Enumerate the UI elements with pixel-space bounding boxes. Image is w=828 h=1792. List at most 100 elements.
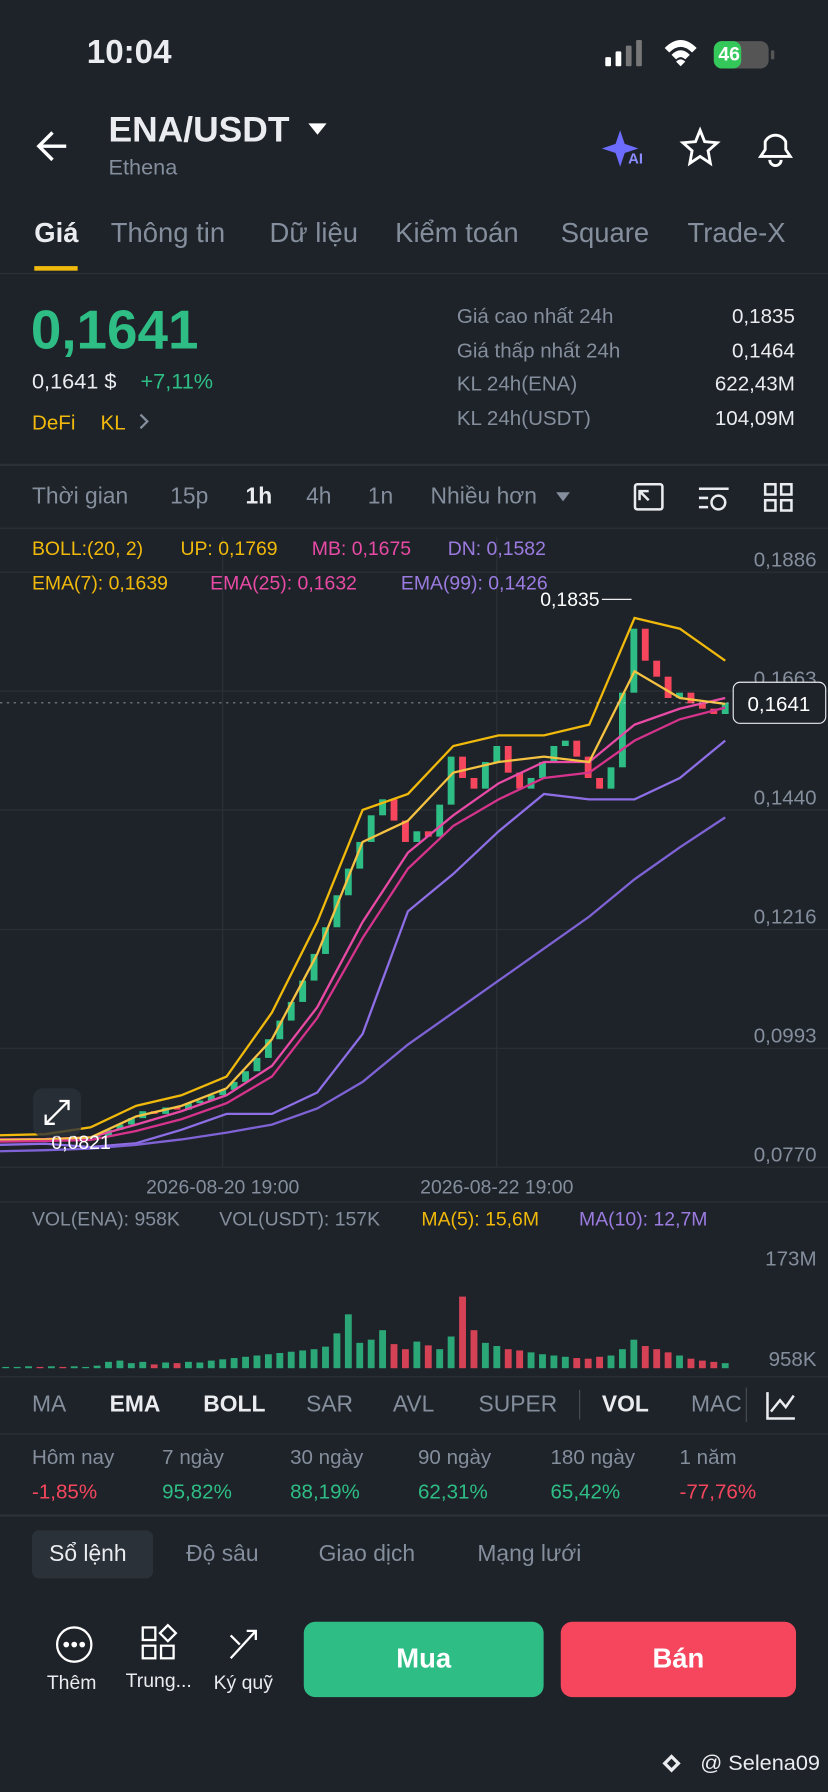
volume-bar — [470, 1330, 478, 1369]
interval[interactable]: 4h — [306, 484, 332, 510]
volume-bar — [344, 1314, 352, 1369]
sell-button[interactable]: Bán — [560, 1621, 797, 1698]
layout-icon[interactable] — [763, 482, 793, 512]
action-icons[interactable] — [55, 1623, 257, 1663]
interval-label: Thời gian — [31, 484, 129, 510]
period-change: 62,31% — [417, 1480, 488, 1503]
indicator-tab[interactable]: EMA — [109, 1392, 161, 1418]
star-icon[interactable] — [679, 126, 721, 167]
interval[interactable]: 1n — [367, 484, 394, 510]
volume-bar — [150, 1364, 158, 1369]
tab[interactable]: Giá — [34, 218, 79, 249]
candle — [367, 815, 375, 842]
tab[interactable]: Square — [560, 218, 650, 249]
candle — [173, 1107, 181, 1110]
interval[interactable]: Nhiều hơn — [430, 484, 537, 510]
chart-tool-icon[interactable] — [633, 482, 664, 511]
candle — [413, 831, 421, 842]
candle — [641, 628, 649, 661]
x-tick-label: 2026-08-22 19:00 — [420, 1176, 573, 1198]
back-icon[interactable] — [36, 131, 67, 162]
battery-level: 46 — [718, 43, 740, 66]
interval[interactable]: 15p — [170, 484, 209, 510]
separator — [745, 1387, 747, 1422]
volume-bar — [162, 1362, 170, 1369]
ema-legend: EMA(7): 0,1639 — [31, 572, 168, 594]
interval[interactable]: 1h — [245, 484, 273, 510]
volume-bar — [127, 1363, 135, 1369]
volume-bar — [561, 1356, 569, 1369]
candle — [230, 1081, 238, 1090]
divider — [0, 1376, 828, 1378]
candle — [584, 756, 592, 778]
candle — [698, 703, 706, 709]
bottom-tab[interactable]: Độ sâu — [186, 1541, 259, 1567]
volume-bar — [516, 1350, 524, 1369]
indicator-tab[interactable]: BOLL — [203, 1392, 266, 1418]
indicator-tab[interactable]: AVL — [392, 1392, 435, 1418]
bell-icon[interactable] — [757, 133, 793, 168]
volume-bar — [481, 1342, 489, 1369]
candle — [504, 745, 512, 773]
pair-dropdown-icon[interactable] — [308, 123, 327, 135]
candle — [93, 1136, 101, 1138]
buy-button[interactable]: Mua — [303, 1621, 544, 1698]
tab[interactable]: Kiểm toán — [395, 218, 519, 249]
boll-legend: UP: 0,1769 — [180, 537, 278, 560]
candle — [333, 895, 341, 928]
action-label[interactable]: Ký quỹ — [213, 1671, 273, 1694]
bottom-tab[interactable]: Giao dịch — [318, 1541, 416, 1567]
candle — [344, 868, 352, 896]
candle — [596, 777, 604, 789]
candle — [550, 745, 558, 762]
volume-bar — [276, 1352, 284, 1369]
candle — [310, 953, 318, 981]
svg-text:AI: AI — [628, 151, 643, 167]
candle — [379, 799, 387, 816]
indicator-tab[interactable]: VOL — [601, 1392, 649, 1418]
bottom-tab[interactable]: Sổ lệnh — [49, 1541, 127, 1567]
candle — [356, 841, 364, 869]
more-dropdown[interactable] — [556, 492, 570, 502]
volume-bar — [459, 1296, 466, 1369]
vol-tick-label: 958K — [769, 1348, 817, 1371]
status-icons — [605, 39, 775, 69]
y-tick-label: 0,0993 — [754, 1025, 817, 1048]
stat-label: KL 24h(ENA) — [456, 372, 578, 396]
tag[interactable]: DeFi — [31, 411, 76, 434]
bottom-tab[interactable]: Mạng lưới — [477, 1541, 582, 1567]
candle — [264, 1039, 272, 1058]
high-label: 0,1835 — [540, 589, 599, 611]
indicator-tab[interactable]: MAC — [690, 1393, 742, 1417]
ai-icon[interactable]: AI — [601, 130, 643, 167]
volume-bar — [504, 1349, 512, 1369]
divider — [0, 1514, 828, 1517]
volume-bar — [13, 1366, 21, 1369]
volume-bar — [105, 1361, 112, 1369]
expand-icon[interactable] — [33, 1088, 82, 1137]
tag[interactable]: KL — [100, 411, 126, 434]
tab[interactable]: Dữ liệu — [269, 218, 358, 249]
indicator-tab[interactable]: SUPER — [478, 1392, 558, 1418]
period-label: 180 ngày — [550, 1445, 636, 1469]
divider — [0, 527, 828, 529]
indicator-tab[interactable]: SAR — [306, 1392, 354, 1418]
pair[interactable]: ENA/USDT — [108, 109, 290, 150]
action-label[interactable]: Trung... — [125, 1669, 192, 1692]
settings-icon[interactable] — [698, 487, 729, 511]
tab[interactable]: Thông tin — [110, 218, 226, 249]
volume-bar — [379, 1330, 387, 1369]
volume-bar — [584, 1358, 592, 1369]
indicator-tab[interactable]: MA — [31, 1392, 67, 1418]
indicator-line — [0, 739, 726, 1149]
indicator-settings-icon[interactable] — [766, 1392, 795, 1420]
divider — [0, 1201, 828, 1203]
volume-bar — [93, 1365, 101, 1369]
action-label[interactable]: Thêm — [46, 1671, 97, 1694]
period-label: 1 năm — [679, 1445, 737, 1469]
volume-bar — [253, 1355, 261, 1369]
tab[interactable]: Trade-X — [687, 218, 786, 249]
divider — [0, 272, 828, 275]
separator — [579, 1389, 581, 1420]
volume-bar — [367, 1339, 375, 1369]
